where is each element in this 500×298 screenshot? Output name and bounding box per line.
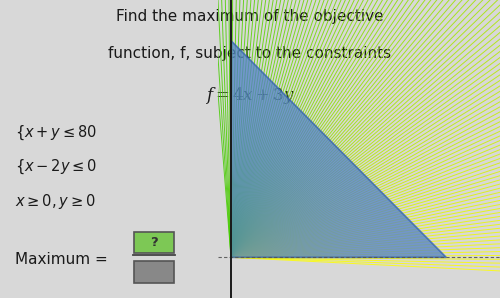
Text: ?: ? xyxy=(150,236,158,249)
Text: function, f, subject to the constraints: function, f, subject to the constraints xyxy=(108,46,392,61)
Text: Maximum =: Maximum = xyxy=(15,252,112,267)
Text: $f = 4x + 3y$: $f = 4x + 3y$ xyxy=(205,85,295,106)
FancyBboxPatch shape xyxy=(134,261,174,283)
Text: $\{x - 2y \leq 0$: $\{x - 2y \leq 0$ xyxy=(15,158,97,176)
Text: $\{x + y \leq 80$: $\{x + y \leq 80$ xyxy=(15,124,97,142)
Polygon shape xyxy=(231,41,446,257)
Text: $x \geq 0, y \geq 0$: $x \geq 0, y \geq 0$ xyxy=(15,192,96,211)
Text: Find the maximum of the objective: Find the maximum of the objective xyxy=(116,9,384,24)
FancyBboxPatch shape xyxy=(134,232,174,253)
